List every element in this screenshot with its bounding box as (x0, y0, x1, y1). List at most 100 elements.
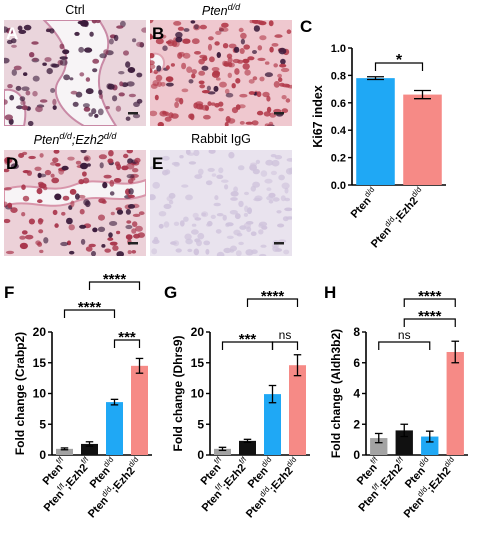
micrograph-rabbit-igg (150, 150, 292, 256)
nucleus (192, 212, 199, 219)
nucleus (105, 106, 110, 110)
nucleus (131, 250, 137, 254)
nucleus (271, 43, 279, 47)
nucleus (20, 100, 26, 106)
nucleus (210, 102, 216, 106)
nucleus (160, 34, 167, 39)
nucleus (259, 76, 265, 82)
nucleus (132, 221, 138, 227)
nucleus (54, 193, 62, 201)
nucleus (10, 163, 19, 170)
nucleus (72, 101, 79, 107)
nucleus (95, 20, 101, 24)
nucleus (224, 88, 230, 95)
nucleus (179, 97, 184, 105)
nucleus (171, 161, 180, 166)
micrograph-title-pten-ezh2-dd: Ptend/d;Ezh2d/d (4, 131, 146, 147)
nucleus (98, 89, 103, 95)
nucleus (279, 63, 287, 68)
nucleus (69, 250, 75, 255)
nucleus (227, 118, 236, 124)
nucleus (191, 73, 196, 79)
nucleus (166, 196, 173, 202)
nucleus (193, 150, 200, 157)
nucleus (181, 62, 187, 70)
nucleus (59, 43, 65, 50)
nucleus (125, 234, 133, 240)
nucleus (31, 41, 39, 45)
nucleus (233, 186, 238, 193)
nucleus (158, 211, 167, 217)
micrograph-title-ctrl: Ctrl (65, 3, 85, 17)
nucleus (250, 185, 256, 192)
nucleus (133, 233, 141, 239)
nucleus (162, 155, 170, 161)
nucleus (116, 25, 124, 29)
nucleus (110, 211, 115, 216)
nucleus (152, 239, 160, 245)
nucleus (218, 26, 224, 32)
nucleus (83, 106, 91, 112)
y-tick-label: 5 (39, 417, 46, 431)
nucleus (7, 84, 13, 89)
nucleus (107, 237, 114, 241)
nucleus (260, 244, 267, 248)
nucleus (170, 241, 177, 245)
nucleus (79, 72, 85, 77)
nucleus (240, 32, 247, 39)
nucleus (278, 174, 285, 181)
nucleus (50, 63, 57, 68)
nucleus (229, 210, 238, 215)
nucleus (239, 93, 248, 98)
nucleus (199, 54, 208, 59)
significance-bracket (271, 341, 299, 350)
panel-letter-f: F (4, 283, 14, 302)
nucleus (165, 111, 170, 117)
nucleus (272, 197, 280, 202)
nucleus (230, 191, 239, 197)
nucleus (44, 169, 52, 176)
nucleus (228, 43, 237, 49)
nucleus (276, 210, 282, 214)
nucleus (258, 223, 264, 228)
nucleus (262, 91, 270, 98)
title-genotype-2: d/d (103, 131, 117, 141)
nucleus (242, 63, 250, 70)
nucleus (252, 50, 257, 54)
nucleus (215, 30, 222, 35)
nucleus (266, 187, 272, 191)
nucleus (218, 107, 224, 112)
nucleus (109, 191, 115, 196)
nucleus (181, 88, 189, 93)
y-tick-label: 15 (191, 356, 205, 370)
nucleus (194, 174, 203, 179)
significance-label: **** (418, 288, 442, 305)
nucleus (150, 83, 158, 89)
significance-bracket (88, 281, 141, 290)
nucleus (141, 27, 146, 33)
nucleus (226, 53, 233, 59)
nucleus (127, 194, 135, 198)
panel-letter-g: G (164, 283, 177, 302)
nucleus (268, 20, 274, 27)
nucleus (155, 38, 164, 45)
nucleus (190, 20, 196, 24)
nucleus (92, 68, 98, 73)
nucleus (207, 167, 215, 172)
y-axis-label: Ki67 index (311, 85, 325, 148)
nucleus (238, 200, 244, 208)
nucleus (52, 209, 58, 216)
nucleus (163, 221, 170, 228)
nucleus (136, 41, 144, 48)
nucleus (54, 223, 59, 228)
nucleus (109, 241, 118, 246)
nucleus (91, 250, 96, 256)
nucleus (191, 38, 200, 45)
nucleus (257, 45, 263, 51)
title-genotype: d/d (227, 2, 241, 12)
panel-letter-c: C (300, 17, 312, 36)
nucleus (259, 35, 267, 41)
nucleus (183, 28, 190, 32)
nucleus (150, 53, 155, 59)
nucleus (103, 49, 109, 55)
